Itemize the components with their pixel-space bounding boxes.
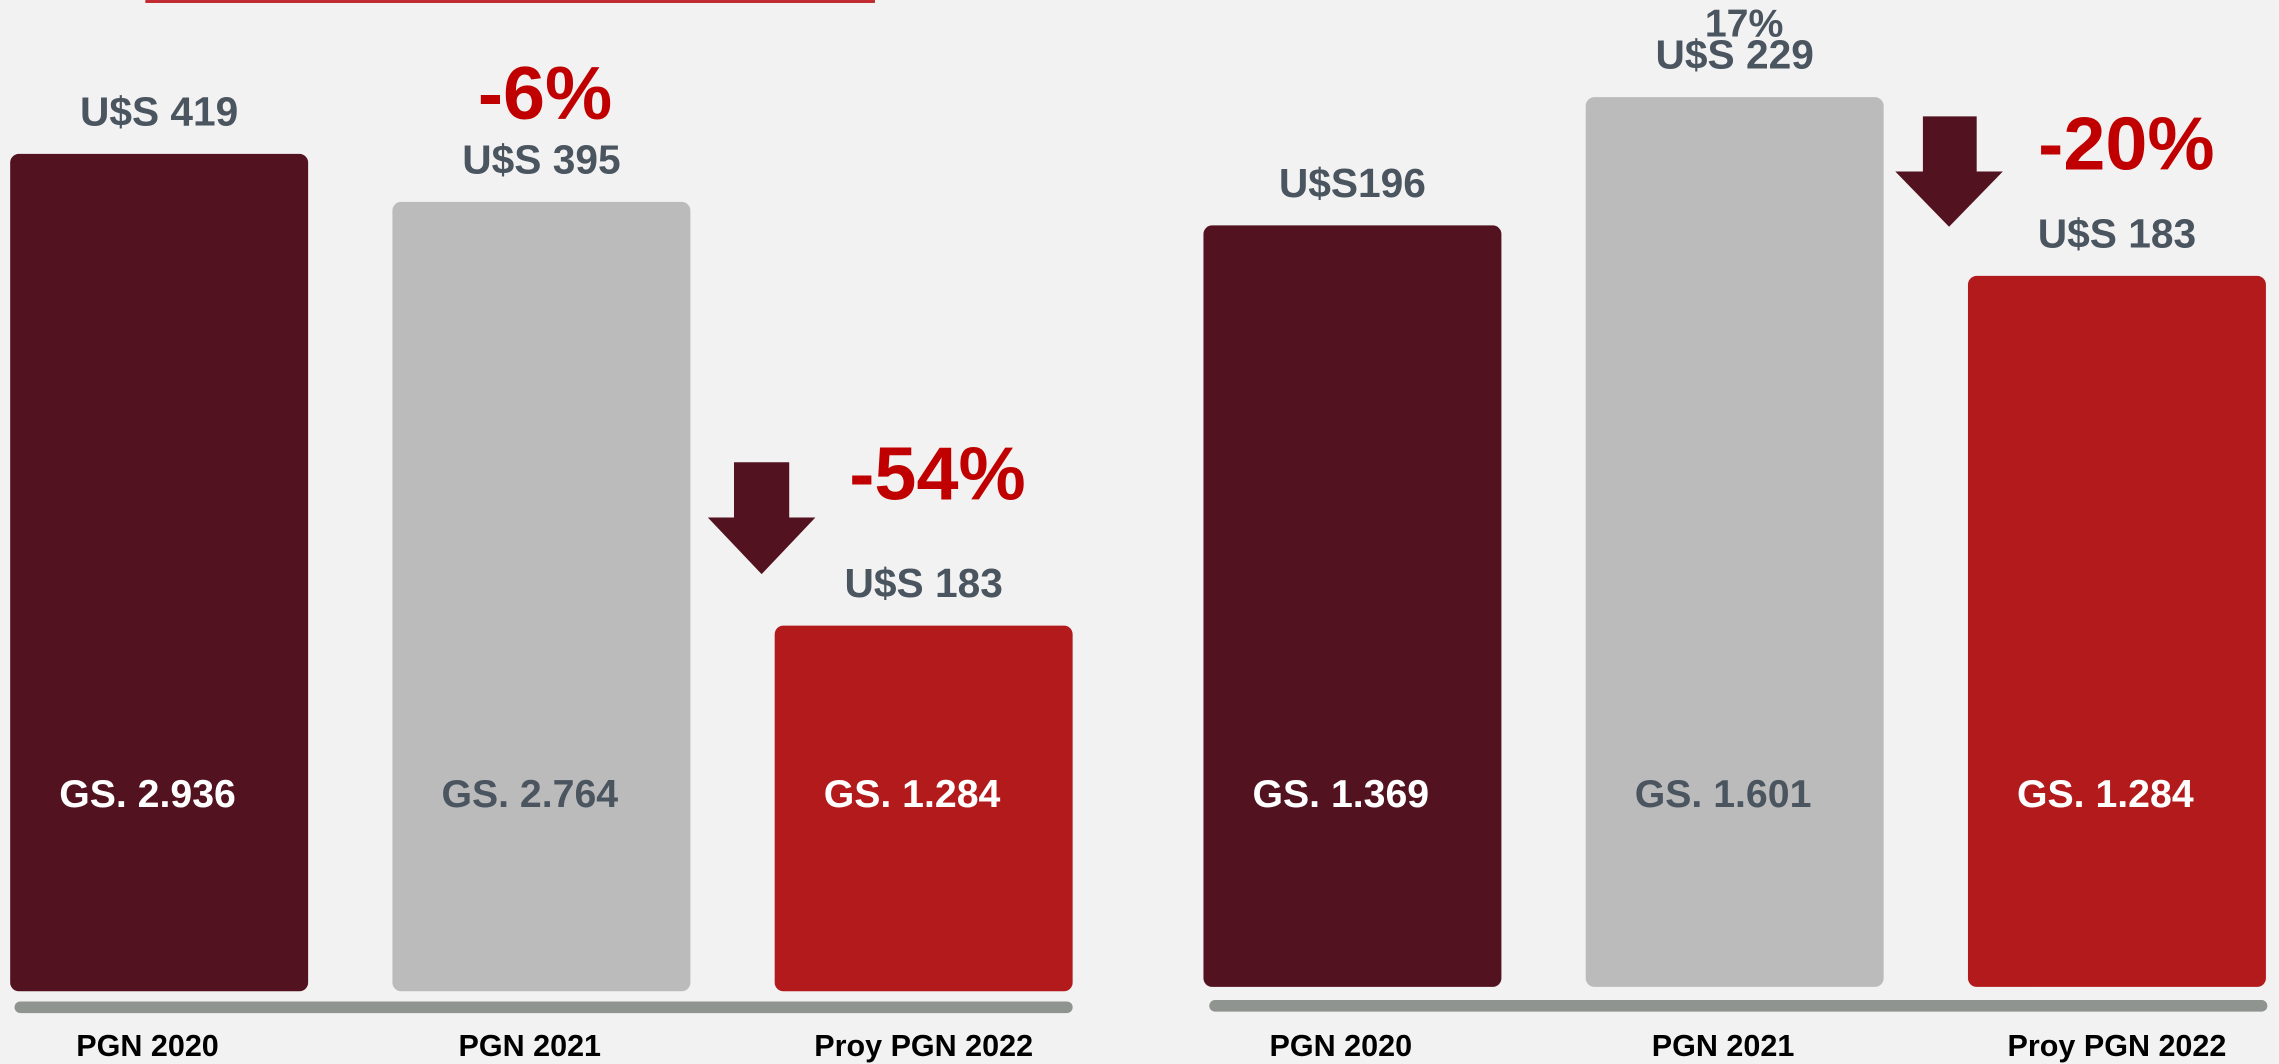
baseline (14, 1001, 1073, 1014)
inner-label: GS. 1.601 (1635, 772, 1812, 816)
inner-label: GS. 1.284 (2017, 772, 2194, 816)
value-label: U$S 183 (2038, 210, 2196, 256)
decor-line (145, 0, 875, 3)
value-label: U$S 395 (462, 136, 620, 182)
baseline (1209, 1000, 2268, 1012)
value-label: U$S196 (1279, 160, 1426, 206)
value-label: U$S 229 (1656, 32, 1814, 78)
value-label: U$S 419 (80, 88, 238, 134)
category-label: PGN 2020 (1270, 1029, 1413, 1063)
inner-label: GS. 1.284 (824, 772, 1001, 816)
category-label: Proy PGN 2022 (814, 1029, 1033, 1063)
annotation: -6% (478, 52, 612, 136)
down-arrow (707, 462, 816, 575)
category-label: PGN 2020 (76, 1029, 219, 1063)
bar (1585, 97, 1884, 987)
down-arrow (1895, 116, 2003, 227)
annotation: -20% (2038, 103, 2214, 187)
bar (10, 153, 309, 992)
annotation: 17% (1705, 2, 1784, 46)
value-label: U$S 183 (844, 560, 1002, 606)
bar (392, 201, 691, 992)
annotation: -54% (849, 433, 1025, 517)
bar (1203, 225, 1502, 987)
bar (1967, 275, 2266, 987)
category-label: PGN 2021 (1652, 1029, 1795, 1063)
category-label: Proy PGN 2022 (2008, 1029, 2227, 1063)
inner-label: GS. 2.764 (441, 772, 618, 816)
inner-label: GS. 2.936 (59, 772, 236, 816)
bar (774, 625, 1073, 992)
inner-label: GS. 1.369 (1252, 772, 1429, 816)
category-label: PGN 2021 (459, 1029, 602, 1063)
